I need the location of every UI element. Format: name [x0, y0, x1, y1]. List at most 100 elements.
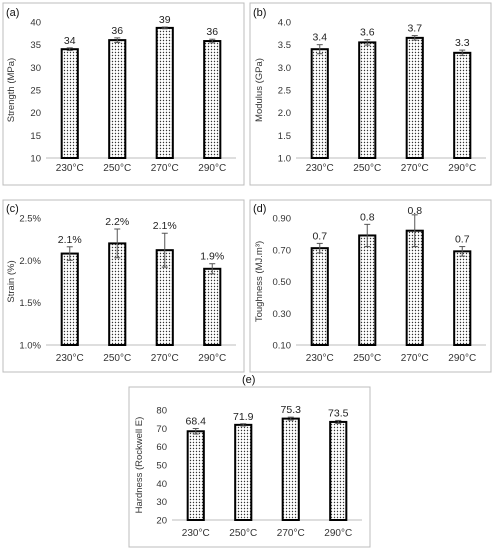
- bar: [234, 423, 253, 522]
- y-tick-label: 50: [156, 461, 167, 472]
- y-axis-title: Toughness (MJ.m³): [254, 241, 265, 322]
- category-label: 270°C: [151, 353, 179, 364]
- y-tick-label: 2.0%: [19, 256, 41, 267]
- bar: [310, 48, 329, 160]
- y-tick-label: 35: [30, 40, 41, 51]
- data-label: 36: [111, 25, 123, 37]
- data-label: 3.7: [407, 23, 422, 35]
- category-label: 290°C: [448, 353, 476, 364]
- chart-strain: 1.0% 1.5% 2.0% 2.5% Strain (%) 2.1% 230°C 2.2% 2…: [6, 214, 236, 364]
- data-label: 2.1%: [153, 220, 177, 232]
- bar: [358, 234, 377, 346]
- data-label: 0.8: [360, 211, 375, 223]
- data-label: 34: [64, 35, 76, 47]
- data-label: 1.9%: [200, 251, 224, 263]
- bar: [281, 417, 300, 521]
- data-label: 2.1%: [58, 234, 82, 246]
- y-tick-label: 3.5: [278, 40, 291, 51]
- panel-frame-b: [249, 2, 492, 186]
- bar: [453, 250, 472, 346]
- category-label: 250°C: [229, 528, 257, 539]
- category-label: 250°C: [103, 163, 131, 174]
- panel-label-d: (d): [253, 203, 266, 215]
- y-tick-label: 0.90: [273, 214, 292, 225]
- data-label: 0.8: [407, 205, 422, 217]
- category-label: 270°C: [277, 528, 305, 539]
- bar: [358, 41, 377, 159]
- bar: [203, 267, 222, 346]
- data-label: 3.3: [455, 37, 470, 49]
- y-tick-label: 10: [30, 154, 41, 165]
- bar: [60, 252, 79, 346]
- bar: [108, 39, 127, 160]
- bar: [203, 40, 222, 159]
- category-label: 290°C: [324, 528, 352, 539]
- y-tick-label: 0.70: [273, 245, 292, 256]
- panel-frame-e: [128, 386, 371, 548]
- y-tick-label: 30: [156, 497, 167, 508]
- y-tick-label: 2.0: [278, 108, 291, 119]
- data-label: 39: [159, 14, 171, 26]
- category-label: 290°C: [198, 163, 226, 174]
- bar: [405, 229, 424, 346]
- category-label: 250°C: [353, 163, 381, 174]
- panel-label-e: (e): [242, 374, 255, 386]
- category-label: 230°C: [306, 353, 334, 364]
- chart-hardness: 20 30 40 50 60 70 80 Hardness (Rockwell E) 68.4 2…: [134, 404, 362, 539]
- y-tick-label: 40: [30, 18, 41, 29]
- bar: [329, 420, 348, 521]
- data-label: 2.2%: [105, 216, 129, 228]
- data-label: 73.5: [328, 407, 349, 419]
- data-label: 71.9: [233, 411, 254, 423]
- category-label: 270°C: [401, 353, 429, 364]
- y-axis-title: Strength (MPa): [6, 58, 17, 122]
- y-tick-label: 3.0: [278, 63, 291, 74]
- bar: [155, 26, 174, 160]
- y-tick-label: 1.0: [278, 154, 291, 165]
- data-label: 3.4: [312, 32, 327, 44]
- panel-frame-a: [2, 2, 245, 186]
- bar: [310, 247, 329, 347]
- category-label: 270°C: [151, 163, 179, 174]
- y-tick-label: 1.0%: [19, 341, 41, 352]
- category-label: 290°C: [198, 353, 226, 364]
- y-axis-title: Modulus (GPa): [254, 58, 265, 122]
- bar: [405, 36, 424, 159]
- y-tick-label: 2.5%: [19, 214, 41, 225]
- panel-frame-c: [2, 199, 245, 373]
- y-tick-label: 15: [30, 131, 41, 142]
- y-tick-label: 60: [156, 442, 167, 453]
- category-label: 270°C: [401, 163, 429, 174]
- y-tick-label: 20: [156, 516, 167, 527]
- bar: [186, 430, 205, 521]
- bar: [453, 51, 472, 159]
- category-label: 230°C: [56, 163, 84, 174]
- y-axis-title: Hardness (Rockwell E): [134, 417, 145, 514]
- category-label: 250°C: [103, 353, 131, 364]
- y-tick-label: 0.50: [273, 277, 292, 288]
- bar: [60, 48, 79, 160]
- y-tick-label: 4.0: [278, 18, 291, 29]
- chart-toughness: 0.10 0.30 0.50 0.70 0.90 Toughness (MJ.m³) 0.7…: [254, 205, 486, 364]
- y-tick-label: 0.30: [273, 309, 292, 320]
- y-tick-label: 1.5: [278, 131, 291, 142]
- category-label: 290°C: [448, 163, 476, 174]
- y-tick-label: 40: [156, 479, 167, 490]
- y-axis-title: Strain (%): [6, 260, 17, 302]
- y-tick-label: 80: [156, 406, 167, 417]
- y-tick-label: 20: [30, 108, 41, 119]
- data-label: 36: [206, 26, 218, 38]
- bar: [108, 242, 127, 346]
- y-tick-label: 2.5: [278, 86, 291, 97]
- panel-label-c: (c): [6, 203, 19, 215]
- category-label: 250°C: [353, 353, 381, 364]
- category-label: 230°C: [182, 528, 210, 539]
- chart-modulus: 1.0 1.5 2.0 2.5 3.0 3.5 4.0 Modulus (GPa) 3.4 230…: [254, 18, 486, 174]
- chart-strength: 10 15 20 25 30 35 40 Strength (MPa) 34 230°C 36 250…: [6, 14, 236, 174]
- panel-label-a: (a): [6, 7, 19, 19]
- y-tick-label: 1.5%: [19, 298, 41, 309]
- data-label: 0.7: [312, 230, 327, 242]
- data-label: 68.4: [186, 416, 207, 428]
- y-tick-label: 70: [156, 424, 167, 435]
